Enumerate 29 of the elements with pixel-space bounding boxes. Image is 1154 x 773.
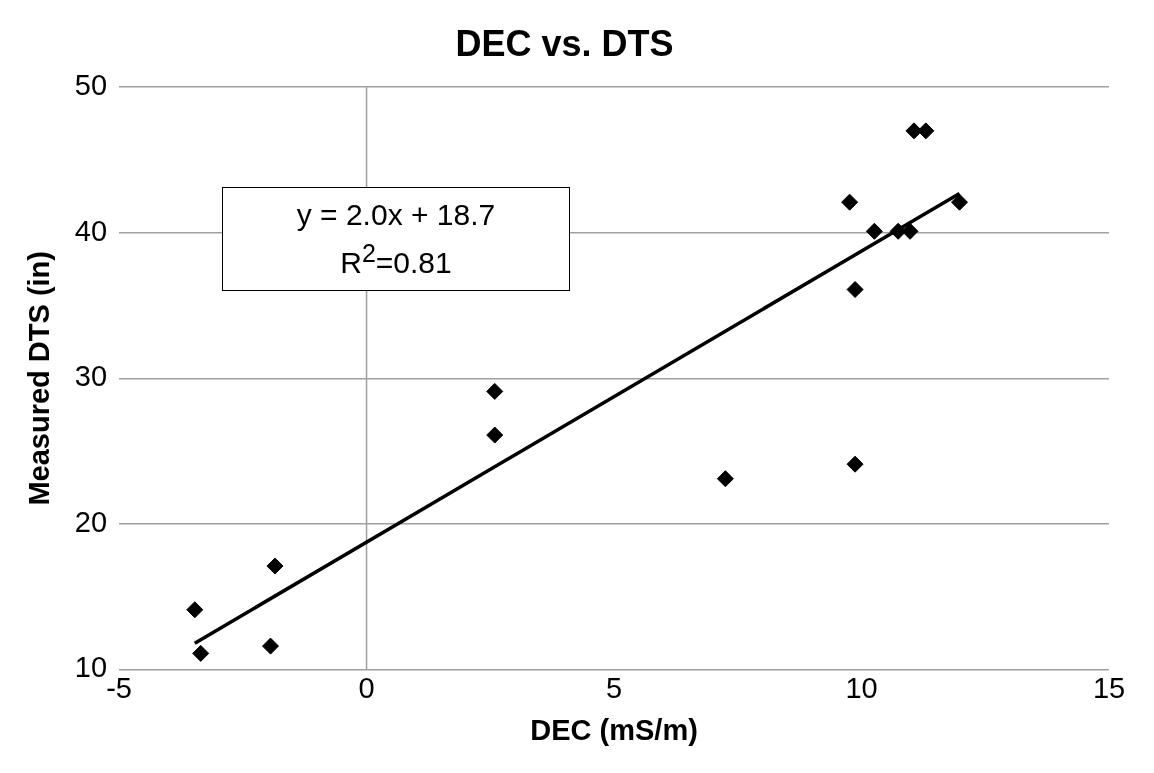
x-tick-label: 10	[845, 671, 878, 704]
y-tick-label: 20	[74, 505, 108, 538]
y-tick-label: 30	[74, 360, 108, 393]
point	[192, 644, 210, 662]
y-tick-label: 40	[74, 214, 108, 247]
x-tick-label: 15	[1092, 671, 1126, 704]
point	[262, 637, 280, 655]
y-axis-title: Measured DTS (in)	[23, 251, 56, 506]
point	[889, 222, 907, 240]
point	[901, 222, 919, 240]
point	[486, 426, 504, 444]
x-tick-label: 5	[605, 671, 623, 704]
y-tick-label: 50	[74, 69, 108, 102]
point	[841, 193, 859, 211]
equation-box: y = 2.0x + 18.7 R$^{2}$=0.81	[222, 187, 570, 291]
chart-title: DEC vs. DTS	[455, 22, 674, 64]
point	[716, 470, 734, 488]
y-tick-label: 10	[74, 651, 108, 684]
x-axis-title: DEC (mS/m)	[530, 713, 698, 746]
point	[951, 193, 969, 211]
x-tick-label: 0	[358, 671, 375, 704]
point	[266, 557, 284, 575]
point	[865, 222, 883, 240]
point	[846, 455, 864, 473]
point	[186, 601, 204, 619]
point	[846, 281, 864, 299]
point	[917, 122, 935, 140]
x-tick-label: -5	[106, 671, 132, 704]
point	[486, 382, 504, 400]
